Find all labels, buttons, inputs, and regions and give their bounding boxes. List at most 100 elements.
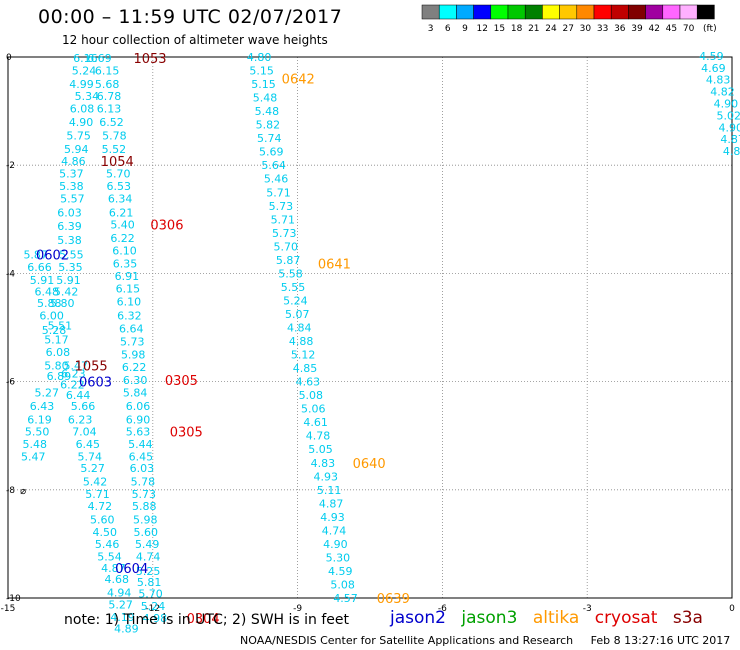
y-tick-label: -8: [6, 486, 15, 496]
wave-height-label: 5.27: [80, 462, 105, 475]
wave-height-label: 4.74: [322, 524, 347, 537]
wave-height-label: 5.02: [717, 109, 740, 122]
wave-height-label: 5.46: [264, 173, 289, 186]
wave-height-label: 6.15: [116, 283, 141, 296]
y-tick-label: -10: [6, 594, 21, 604]
colorbar-label: 36: [614, 24, 626, 34]
wave-height-label: 5.73: [272, 227, 297, 240]
wave-height-label: 5.40: [110, 219, 135, 232]
wave-height-label: 5.25: [136, 565, 161, 578]
pass-time-label: 0602: [36, 248, 69, 263]
wave-height-label: 5.98: [121, 349, 146, 362]
wave-height-label: 5.06: [301, 403, 326, 416]
wave-height-label: 6.19: [27, 413, 52, 426]
wave-height-label: 5.15: [249, 65, 273, 78]
wave-height-label: 4.90: [69, 116, 94, 129]
pass-time-label: 1054: [101, 155, 134, 170]
colorbar-label: 42: [648, 24, 659, 34]
colorbar-label: 3: [428, 24, 434, 34]
x-tick-label: 0: [729, 604, 735, 614]
wave-height-label: 4.61: [303, 416, 328, 429]
wave-height-label: 5.68: [95, 78, 120, 91]
wave-height-label: 5.24: [72, 65, 97, 78]
wave-height-label: 6.10: [117, 296, 142, 309]
wave-height-label: 6.15: [95, 65, 120, 78]
wave-height-label: 5.28: [42, 324, 67, 337]
wave-height-label: 6.89: [47, 370, 72, 383]
x-tick-label: -6: [438, 604, 447, 614]
colorbar-label: 21: [528, 24, 539, 34]
wave-height-label: 5.44: [128, 438, 153, 451]
wave-height-label: 5.42: [83, 476, 108, 489]
wave-height-label: 6.52: [99, 116, 124, 129]
wave-height-label: 7.04: [72, 425, 97, 438]
colorbar-label: (ft): [703, 24, 717, 34]
wave-height-label: 6.30: [123, 374, 148, 387]
wave-height-label: 5.50: [25, 425, 50, 438]
wave-height-label: 5.63: [126, 425, 150, 438]
wave-height-label: 6.03: [130, 462, 155, 475]
wave-height-label: 6.90: [126, 413, 150, 426]
wave-height-label: 5.60: [90, 514, 115, 527]
wave-height-label: 4.57: [333, 592, 358, 605]
plot-frame: [7, 56, 733, 599]
wave-height-label: 5.88: [37, 297, 62, 310]
colorbar-label: 12: [476, 24, 487, 34]
colorbar-label: 6: [445, 24, 451, 34]
wave-height-label: 5.55: [59, 248, 84, 261]
wave-height-label: 4.50: [92, 526, 117, 539]
wave-height-label: 4.74: [136, 550, 161, 563]
wave-height-label: 6.03: [57, 206, 81, 219]
wave-height-label: 5.73: [269, 200, 294, 213]
wave-height-label: 6.16: [73, 52, 98, 65]
wave-height-label: 5.05: [308, 443, 333, 456]
wave-height-label: 5.27: [35, 386, 60, 399]
wave-height-label: 5.42: [54, 285, 79, 298]
satellite-legend: jason2 jason3 altika cryosat s3a: [390, 608, 713, 628]
pass-time-label: 0306: [150, 219, 183, 234]
wave-height-label: 6.08: [70, 102, 95, 115]
wave-height-label: 4.59: [328, 565, 353, 578]
wave-height-label: 5.70: [273, 240, 298, 253]
wave-height-label: 5.98: [133, 514, 158, 527]
colorbar-label: 18: [511, 24, 523, 34]
legend-item-cryosat: cryosat: [594, 608, 658, 628]
wave-height-label: 6.10: [112, 245, 137, 258]
wave-height-label: 5.81: [137, 576, 162, 589]
wave-height-label: 5.15: [251, 78, 275, 91]
wave-height-label: 5.82: [256, 119, 281, 132]
pass-time-label: 0639: [377, 592, 410, 607]
pass-time-label: 0304: [187, 612, 220, 627]
wave-height-label: 5.73: [132, 488, 157, 501]
wave-height-label: 5.80: [50, 297, 75, 310]
colorbar-legend: 3 6 9 12 15 18 21 24 27 30 33 36 39 42 45 70 (ft): [421, 4, 717, 34]
wave-height-label: 5.34: [75, 90, 100, 103]
wave-height-label: 6.22: [60, 378, 85, 391]
colorbar-label: 45: [666, 24, 677, 34]
wave-height-label: 5.27: [108, 598, 133, 611]
wave-height-label: 5.60: [133, 526, 158, 539]
wave-height-label: 5.08: [330, 578, 355, 591]
wave-height-label: 6.43: [30, 400, 55, 413]
wave-height-label: 5.38: [59, 180, 84, 193]
wave-height-label: 6.66: [27, 261, 52, 274]
wave-height-label: 4.78: [306, 430, 331, 443]
origin-marker: ⌀: [20, 486, 26, 497]
wave-height-label: 4.99: [69, 78, 94, 91]
pass-time-label: 1053: [133, 52, 166, 67]
wave-height-label: 5.12: [291, 349, 316, 362]
pass-time-label: 0640: [353, 457, 386, 472]
wave-height-label: 4.93: [314, 470, 339, 483]
wave-height-label: 5.87: [276, 254, 301, 267]
wave-height-label: 5.46: [95, 538, 120, 551]
wave-height-label: 5.51: [48, 319, 73, 332]
wave-height-label: 6.45: [76, 438, 101, 451]
wave-height-label: 4.68: [105, 573, 129, 586]
wave-height-label: 4.87: [101, 562, 126, 575]
wave-height-label: 5.71: [271, 213, 296, 226]
wave-height-label: 5.70: [138, 588, 163, 601]
chart-subtitle: 12 hour collection of altimeter wave hei…: [62, 33, 328, 47]
wave-height-label: 5.58: [278, 267, 303, 280]
wave-height-label: 5.11: [317, 484, 342, 497]
wave-height-label: 5.37: [59, 167, 84, 180]
